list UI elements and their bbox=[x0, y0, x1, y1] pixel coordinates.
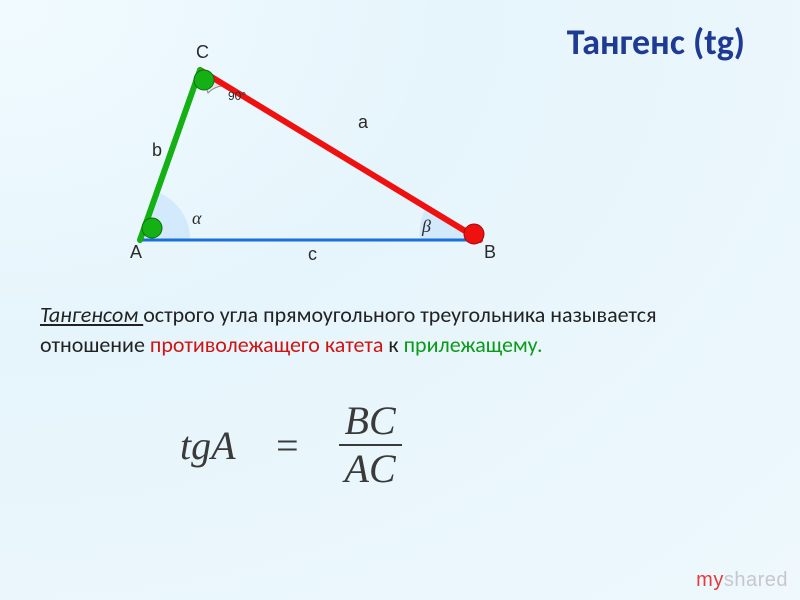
formula-denominator: AC bbox=[345, 446, 396, 490]
formula-lhs: tgA bbox=[180, 422, 236, 469]
vertex-A-dot bbox=[142, 218, 162, 238]
watermark-shared: shared bbox=[724, 569, 788, 591]
triangle-diagram: A B C b a c α β 90° bbox=[100, 30, 500, 260]
vertex-A-label: A bbox=[130, 242, 142, 262]
definition-text: Тангенсом острого угла прямоугольного тр… bbox=[40, 300, 760, 359]
vertex-B-dot bbox=[464, 224, 484, 244]
angle-alpha-label: α bbox=[192, 208, 202, 228]
side-c-label: c bbox=[308, 244, 317, 264]
definition-red: противолежащего катета bbox=[150, 331, 384, 358]
angle-right-label: 90° bbox=[228, 89, 246, 103]
definition-term: Тангенсом bbox=[40, 301, 143, 328]
angle-beta-label: β bbox=[421, 216, 431, 236]
watermark: myshared bbox=[696, 569, 788, 592]
page-title: Тангенс (tg) bbox=[567, 20, 745, 64]
formula-fraction: BC AC bbox=[339, 400, 402, 490]
vertex-B-label: B bbox=[484, 242, 496, 262]
vertex-C-label: C bbox=[196, 42, 209, 62]
formula-eq: = bbox=[274, 422, 301, 469]
formula: tgA = BC AC bbox=[180, 400, 402, 490]
watermark-my: my bbox=[696, 569, 724, 591]
vertex-C-dot bbox=[194, 70, 214, 90]
formula-numerator: BC bbox=[339, 400, 402, 446]
definition-mid: к bbox=[383, 331, 403, 358]
definition-green: прилежащему. bbox=[404, 331, 543, 358]
side-a-label: a bbox=[358, 112, 369, 132]
side-b-label: b bbox=[152, 140, 162, 160]
